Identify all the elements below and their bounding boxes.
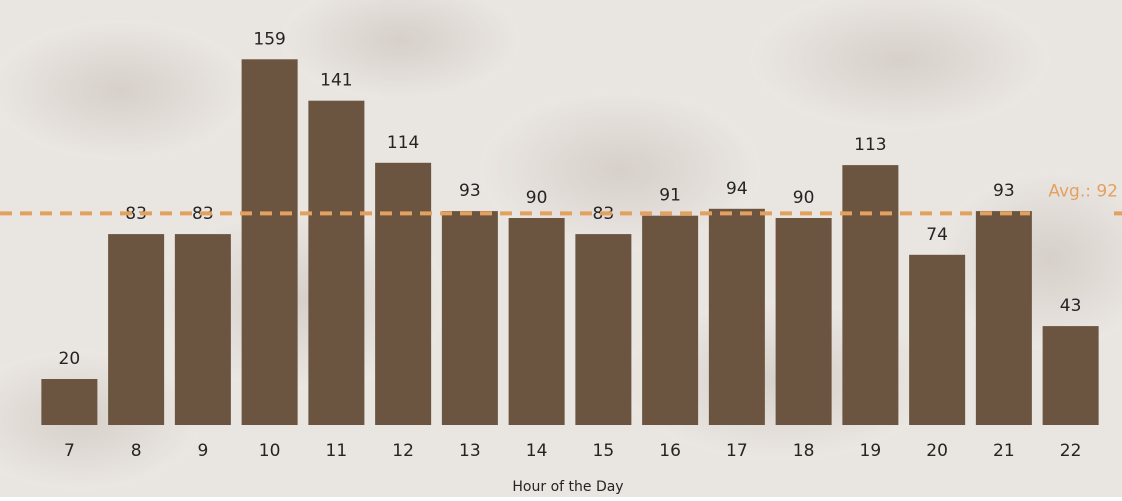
data-label: 93 — [993, 181, 1015, 201]
x-tick-label: 16 — [659, 441, 681, 461]
x-tick-label: 14 — [526, 441, 548, 461]
bar — [842, 165, 899, 425]
data-label: 94 — [726, 179, 748, 199]
data-label: 159 — [253, 29, 285, 49]
data-label: 83 — [125, 204, 147, 224]
bar — [909, 254, 966, 425]
data-label: 114 — [387, 133, 419, 153]
x-tick-label: 7 — [64, 441, 75, 461]
bar — [775, 218, 832, 425]
x-tick-label: 17 — [726, 441, 748, 461]
bar — [441, 211, 498, 425]
bar — [708, 208, 765, 425]
bar — [174, 234, 231, 425]
data-label: 74 — [926, 225, 948, 245]
data-label: 113 — [854, 135, 886, 155]
x-tick-label: 13 — [459, 441, 481, 461]
x-tick-label: 19 — [860, 441, 882, 461]
bar — [375, 162, 432, 426]
x-axis-title: Hour of the Day — [512, 479, 623, 495]
data-label: 20 — [59, 349, 81, 369]
bar — [642, 215, 699, 425]
data-label: 43 — [1060, 296, 1082, 316]
x-tick-label: 21 — [993, 441, 1015, 461]
x-tick-label: 15 — [593, 441, 615, 461]
x-tick-label: 10 — [259, 441, 281, 461]
x-tick-label: 9 — [197, 441, 208, 461]
bar — [508, 218, 565, 425]
average-label: Avg.: 92 — [1048, 181, 1118, 201]
x-tick-label: 8 — [131, 441, 142, 461]
data-label: 91 — [659, 186, 681, 206]
data-label: 90 — [793, 188, 815, 208]
x-tick-label: 11 — [326, 441, 348, 461]
data-label: 93 — [459, 181, 481, 201]
data-label: 141 — [320, 71, 352, 91]
bar — [41, 379, 98, 425]
bar — [975, 211, 1032, 425]
bar — [1042, 326, 1099, 425]
x-tick-label: 20 — [926, 441, 948, 461]
data-label: 90 — [526, 188, 548, 208]
bar — [241, 59, 298, 426]
bar — [575, 234, 632, 425]
x-tick-label: 22 — [1060, 441, 1082, 461]
x-tick-label: 12 — [392, 441, 414, 461]
x-tick-label: 18 — [793, 441, 815, 461]
bar — [308, 100, 365, 425]
bar — [108, 234, 165, 425]
